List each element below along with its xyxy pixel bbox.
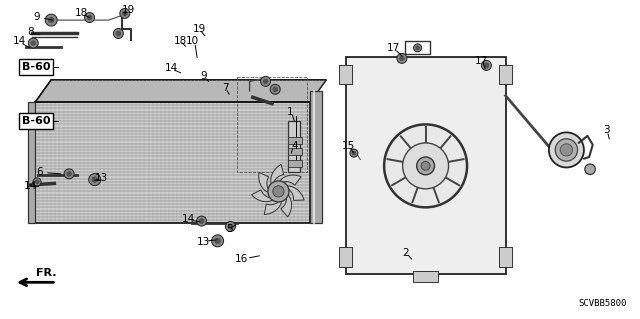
Bar: [499, 65, 512, 84]
Circle shape: [212, 235, 223, 247]
Circle shape: [28, 38, 38, 48]
Circle shape: [481, 60, 492, 70]
Bar: [413, 271, 438, 282]
Circle shape: [403, 143, 449, 189]
Bar: [346, 57, 506, 274]
Text: 14: 14: [165, 63, 178, 73]
Circle shape: [270, 84, 280, 94]
Circle shape: [399, 56, 404, 61]
Circle shape: [484, 63, 489, 68]
Circle shape: [225, 221, 236, 232]
Circle shape: [87, 15, 92, 20]
Circle shape: [122, 11, 127, 16]
Text: FR.: FR.: [36, 268, 56, 278]
Text: 8: 8: [27, 27, 33, 37]
Polygon shape: [271, 164, 284, 186]
Circle shape: [417, 157, 435, 175]
Circle shape: [215, 238, 220, 243]
Text: 18: 18: [76, 8, 88, 19]
Circle shape: [260, 76, 271, 86]
Text: 5: 5: [226, 224, 232, 234]
Text: 10: 10: [186, 36, 198, 47]
Circle shape: [397, 53, 407, 63]
Circle shape: [421, 161, 430, 170]
Circle shape: [384, 124, 467, 207]
Circle shape: [45, 14, 57, 26]
Circle shape: [549, 132, 584, 167]
Polygon shape: [264, 199, 282, 215]
Bar: [339, 65, 352, 84]
Circle shape: [416, 46, 419, 50]
Circle shape: [273, 186, 284, 197]
Circle shape: [89, 174, 100, 186]
Text: SCVBB5800: SCVBB5800: [579, 299, 627, 308]
Circle shape: [113, 28, 124, 39]
Bar: [499, 248, 512, 267]
Circle shape: [350, 149, 358, 157]
Circle shape: [31, 41, 36, 45]
Text: 16: 16: [236, 254, 248, 264]
Text: B-60: B-60: [22, 62, 50, 72]
Polygon shape: [278, 175, 301, 185]
Polygon shape: [35, 80, 326, 102]
Text: 15: 15: [342, 141, 355, 151]
Bar: [288, 160, 302, 167]
Circle shape: [268, 181, 289, 202]
Circle shape: [556, 139, 577, 161]
Text: 9: 9: [200, 71, 207, 81]
Text: 3: 3: [604, 125, 610, 135]
Text: 13: 13: [95, 173, 108, 183]
Polygon shape: [281, 194, 292, 217]
Circle shape: [33, 178, 41, 186]
Polygon shape: [35, 102, 310, 223]
Text: 2: 2: [402, 248, 408, 258]
Circle shape: [35, 180, 39, 184]
Text: 17: 17: [475, 56, 488, 66]
Circle shape: [263, 79, 268, 84]
Text: 14: 14: [13, 36, 26, 47]
Text: 13: 13: [197, 237, 210, 247]
Polygon shape: [259, 173, 270, 193]
Circle shape: [560, 144, 573, 156]
Circle shape: [120, 8, 130, 19]
Bar: [288, 137, 302, 144]
Polygon shape: [252, 190, 275, 202]
Text: 9: 9: [34, 11, 40, 22]
Circle shape: [84, 12, 95, 23]
Text: 18: 18: [174, 36, 187, 46]
Text: 14: 14: [24, 181, 37, 191]
Circle shape: [585, 164, 595, 174]
Bar: [288, 148, 302, 155]
Circle shape: [199, 219, 204, 223]
Circle shape: [196, 216, 207, 226]
Bar: [310, 91, 322, 223]
Circle shape: [352, 151, 356, 155]
Circle shape: [67, 172, 72, 176]
Text: 4: 4: [291, 141, 298, 151]
Bar: [339, 248, 352, 267]
Circle shape: [116, 31, 121, 36]
Circle shape: [273, 87, 278, 92]
Text: 19: 19: [122, 5, 134, 15]
Text: 17: 17: [387, 43, 400, 54]
Text: B-60: B-60: [22, 116, 50, 126]
Bar: [288, 121, 300, 172]
Circle shape: [228, 224, 233, 229]
Text: 7: 7: [223, 83, 229, 93]
Text: 1: 1: [287, 107, 293, 117]
Circle shape: [49, 18, 54, 23]
Text: 14: 14: [182, 214, 195, 225]
Circle shape: [92, 177, 97, 182]
Text: 6: 6: [36, 167, 43, 177]
Circle shape: [64, 169, 74, 179]
Circle shape: [413, 44, 422, 52]
Bar: [28, 102, 35, 223]
Polygon shape: [285, 186, 304, 200]
Text: 19: 19: [193, 24, 206, 34]
